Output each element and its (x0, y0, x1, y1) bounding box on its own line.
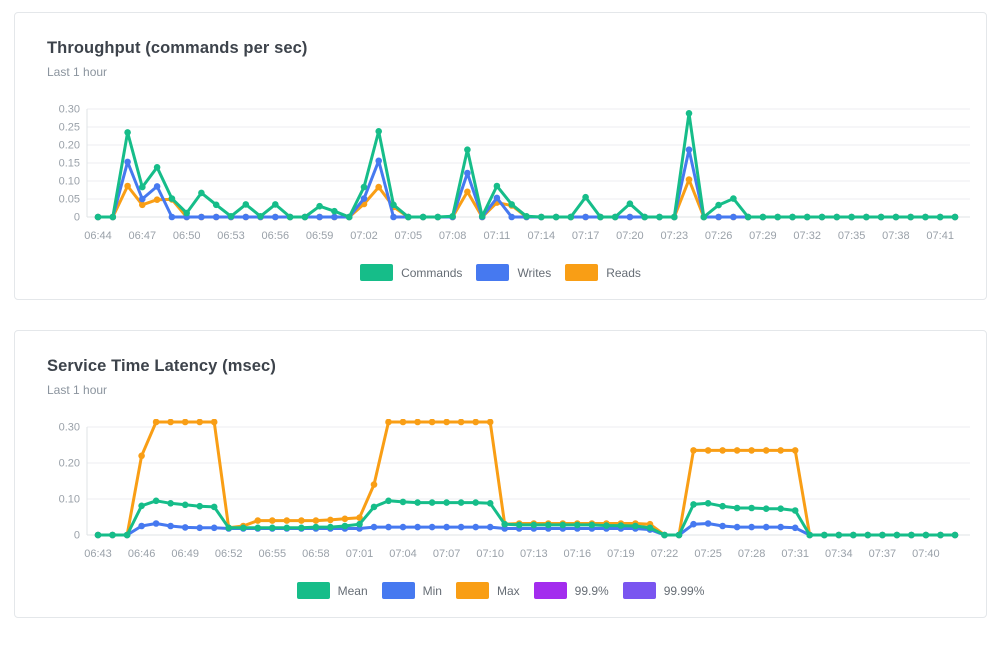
svg-text:06:44: 06:44 (84, 230, 112, 242)
legend-label-writes: Writes (517, 265, 552, 280)
svg-text:07:22: 07:22 (651, 548, 679, 560)
legend-swatch-9999 (622, 582, 656, 599)
svg-text:07:40: 07:40 (912, 548, 940, 560)
svg-text:07:01: 07:01 (346, 548, 374, 560)
svg-text:07:14: 07:14 (528, 230, 556, 242)
panel-subtitle: Last 1 hour (47, 65, 108, 79)
legend-swatch-reads (565, 264, 599, 281)
legend-item-commands[interactable]: Commands (360, 264, 462, 281)
svg-text:06:49: 06:49 (171, 548, 199, 560)
svg-text:07:34: 07:34 (825, 548, 853, 560)
svg-text:0: 0 (74, 212, 80, 224)
legend-label-commands: Commands (401, 265, 463, 280)
svg-text:07:11: 07:11 (484, 230, 511, 242)
legend-swatch-max (455, 582, 489, 599)
latency-panel-header: Service Time Latency (msec) Last 1 hour (15, 357, 986, 397)
throughput-legend: Commands Writes Reads (15, 264, 986, 281)
svg-text:07:29: 07:29 (749, 230, 777, 242)
throughput-chart: 0 0.05 0.10 0.15 0.20 0.25 0.30 06:44 06:47 06:50… (39, 101, 970, 254)
svg-text:07:41: 07:41 (926, 230, 954, 242)
svg-text:07:04: 07:04 (389, 548, 417, 560)
legend-label-max: Max (496, 583, 520, 598)
svg-text:07:26: 07:26 (705, 230, 733, 242)
latency-legend: Mean Min Max 99.9% 99.99% (15, 582, 986, 599)
svg-text:0.30: 0.30 (59, 422, 80, 434)
panel-subtitle: Last 1 hour (47, 383, 108, 397)
svg-text:07:10: 07:10 (476, 548, 504, 560)
legend-item-max[interactable]: Max (455, 582, 520, 599)
svg-text:07:07: 07:07 (433, 548, 461, 560)
svg-text:07:25: 07:25 (694, 548, 722, 560)
svg-text:07:35: 07:35 (838, 230, 866, 242)
svg-text:07:31: 07:31 (781, 548, 809, 560)
svg-text:0.05: 0.05 (59, 194, 80, 206)
svg-text:07:16: 07:16 (564, 548, 592, 560)
svg-text:07:17: 07:17 (572, 230, 600, 242)
legend-swatch-999 (533, 582, 567, 599)
legend-item-999[interactable]: 99.9% (533, 582, 609, 599)
legend-swatch-mean (296, 582, 330, 599)
chart-svg: 0 0.05 0.10 0.15 0.20 0.25 0.30 06:44 06:47 06:50… (59, 104, 970, 242)
svg-text:06:50: 06:50 (173, 230, 201, 242)
svg-text:06:46: 06:46 (128, 548, 156, 560)
svg-text:07:23: 07:23 (661, 230, 689, 242)
svg-text:06:59: 06:59 (306, 230, 334, 242)
svg-text:07:02: 07:02 (350, 230, 378, 242)
throughput-panel-header: Throughput (commands per sec) Last 1 hou… (15, 39, 986, 79)
chart-svg: 0 0.10 0.20 0.30 06:43 06:46 06:49 06:52 06:55 06… (59, 418, 970, 560)
legend-label-999: 99.9% (574, 583, 609, 598)
svg-text:06:53: 06:53 (217, 230, 245, 242)
svg-text:06:47: 06:47 (129, 230, 157, 242)
legend-label-9999: 99.99% (663, 583, 705, 598)
legend-label-reads: Reads (606, 265, 641, 280)
legend-swatch-commands (360, 264, 394, 281)
svg-text:07:05: 07:05 (395, 230, 423, 242)
svg-text:0.25: 0.25 (59, 122, 80, 134)
legend-swatch-writes (476, 264, 510, 281)
latency-panel: Service Time Latency (msec) Last 1 hour … (14, 330, 987, 618)
svg-text:06:55: 06:55 (259, 548, 287, 560)
svg-text:06:56: 06:56 (262, 230, 290, 242)
svg-text:07:19: 07:19 (607, 548, 635, 560)
svg-text:07:38: 07:38 (882, 230, 910, 242)
svg-text:0.20: 0.20 (59, 458, 80, 470)
throughput-panel: Throughput (commands per sec) Last 1 hou… (14, 12, 987, 300)
svg-text:0.30: 0.30 (59, 104, 80, 116)
svg-text:0.15: 0.15 (59, 158, 80, 170)
legend-item-min[interactable]: Min (381, 582, 442, 599)
legend-label-mean: Mean (337, 583, 368, 598)
svg-text:0.10: 0.10 (59, 494, 80, 506)
svg-text:07:32: 07:32 (793, 230, 821, 242)
svg-text:0.20: 0.20 (59, 140, 80, 152)
latency-chart: 0 0.10 0.20 0.30 06:43 06:46 06:49 06:52 06:55 06… (39, 418, 970, 572)
svg-text:07:08: 07:08 (439, 230, 467, 242)
svg-text:06:58: 06:58 (302, 548, 330, 560)
svg-text:07:13: 07:13 (520, 548, 548, 560)
legend-item-mean[interactable]: Mean (296, 582, 368, 599)
svg-text:0.10: 0.10 (59, 176, 80, 188)
svg-text:0: 0 (74, 530, 80, 542)
svg-text:07:28: 07:28 (738, 548, 766, 560)
panel-title: Service Time Latency (msec) (47, 357, 276, 375)
svg-text:07:37: 07:37 (869, 548, 897, 560)
legend-item-reads[interactable]: Reads (565, 264, 641, 281)
legend-item-writes[interactable]: Writes (476, 264, 551, 281)
legend-item-9999[interactable]: 99.99% (622, 582, 705, 599)
legend-swatch-min (381, 582, 415, 599)
legend-label-min: Min (422, 583, 442, 598)
svg-text:06:52: 06:52 (215, 548, 243, 560)
svg-text:06:43: 06:43 (84, 548, 112, 560)
panel-title: Throughput (commands per sec) (47, 39, 308, 57)
svg-text:07:20: 07:20 (616, 230, 644, 242)
